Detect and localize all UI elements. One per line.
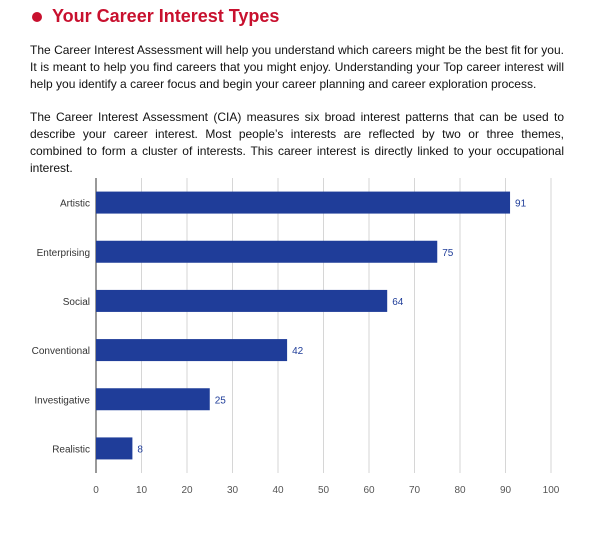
career-interest-bar-chart: 0 10 20 30 40 50 60 70 80 90 100 Artistic 91 Enterpri… — [32, 178, 560, 496]
x-tick-label: 90 — [500, 485, 512, 496]
bar-conventional — [96, 339, 288, 362]
bullet-icon — [32, 11, 42, 22]
section-title: Your Career Interest Types — [32, 6, 279, 27]
intro-paragraph: The Career Interest Assessment will help… — [30, 43, 564, 91]
value-label: 42 — [292, 346, 304, 357]
x-tick-label: 20 — [181, 485, 193, 496]
x-tick-label: 70 — [409, 485, 421, 496]
x-tick-label: 50 — [318, 485, 330, 496]
bar-realistic — [96, 437, 133, 460]
value-label: 64 — [392, 297, 404, 308]
bar-artistic — [96, 191, 511, 214]
category-label: Investigative — [34, 395, 90, 406]
category-label: Artistic — [60, 199, 90, 210]
bar-social — [96, 289, 388, 312]
bar-enterprising — [96, 240, 438, 263]
bar-investigative — [96, 388, 210, 411]
value-label: 91 — [515, 199, 527, 210]
page-title: Your Career Interest Types — [52, 6, 280, 26]
x-tick-label: 0 — [93, 485, 99, 496]
value-label: 25 — [215, 395, 227, 406]
x-tick-label: 10 — [136, 485, 148, 496]
x-tick-label: 80 — [454, 485, 466, 496]
description-paragraph: The Career Interest Assessment (CIA) mea… — [30, 110, 564, 175]
category-label: Realistic — [52, 444, 90, 455]
x-tick-label: 60 — [363, 485, 375, 496]
value-label: 8 — [137, 444, 143, 455]
x-tick-label: 100 — [543, 485, 560, 496]
value-label: 75 — [442, 248, 454, 259]
x-tick-label: 30 — [227, 485, 239, 496]
category-label: Conventional — [32, 346, 90, 357]
x-tick-label: 40 — [272, 485, 284, 496]
category-label: Social — [63, 297, 90, 308]
category-label: Enterprising — [37, 248, 90, 259]
